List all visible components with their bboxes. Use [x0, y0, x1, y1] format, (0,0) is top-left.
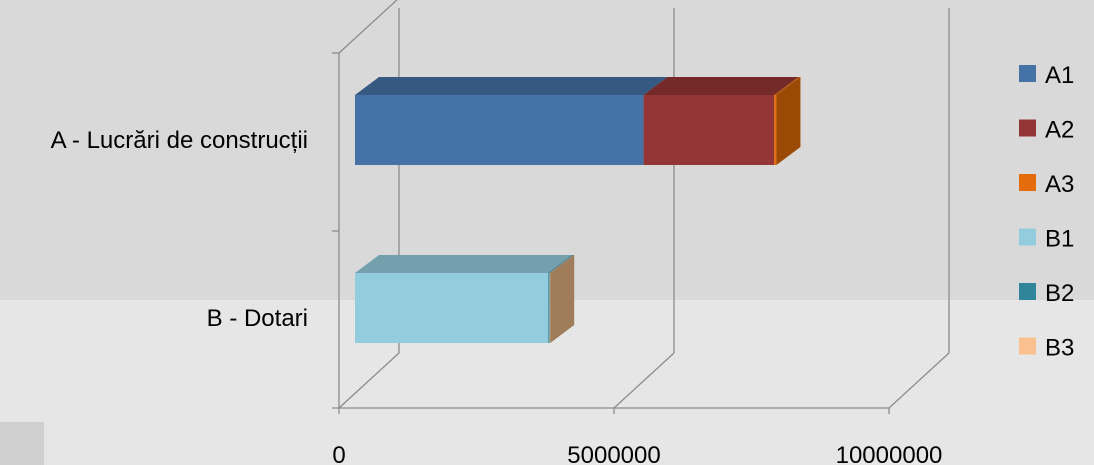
- legend-swatch-b2: [1019, 283, 1036, 300]
- legend-swatch-a2: [1019, 119, 1036, 137]
- bar-top-b2: [548, 255, 574, 273]
- bar-b3: [549, 273, 551, 343]
- x-tick-label: 10000000: [836, 442, 943, 465]
- legend-label-a2: A2: [1045, 117, 1074, 144]
- bar-top-a2: [643, 77, 799, 95]
- bar-top-b3: [549, 255, 575, 273]
- gridline-depth: [888, 352, 950, 409]
- bar-top-a1: [355, 77, 668, 95]
- legend-swatch-a1: [1019, 65, 1036, 82]
- legend-label-a1: A1: [1045, 62, 1074, 89]
- background-corner: [0, 422, 44, 465]
- gridline-depth: [613, 352, 675, 409]
- bar-a2: [643, 95, 775, 165]
- bar-b2: [548, 273, 550, 343]
- x-tick-label: 5000000: [567, 442, 660, 465]
- category-label: A - Lucrări de construcții: [51, 127, 308, 154]
- bar-a3: [774, 95, 777, 165]
- bar-b1: [355, 273, 549, 343]
- bar-top-a3: [774, 77, 801, 95]
- category-label: B - Dotari: [207, 305, 308, 332]
- bar-side-a: [776, 77, 801, 165]
- legend-label-b3: B3: [1045, 335, 1074, 362]
- axis-bottom-depth: [338, 352, 400, 409]
- bar-side-b: [550, 255, 575, 343]
- bar-a1: [355, 95, 644, 165]
- legend-swatch-a3: [1019, 174, 1036, 191]
- legend-label-a3: A3: [1045, 171, 1074, 198]
- axis-top-depth: [338, 0, 398, 54]
- x-tick-label: 0: [332, 442, 345, 465]
- legend-label-b1: B1: [1045, 226, 1074, 253]
- legend-swatch-b3: [1019, 337, 1036, 355]
- legend-swatch-b1: [1019, 228, 1036, 246]
- bar-top-b1: [355, 255, 573, 273]
- legend-label-b2: B2: [1045, 280, 1074, 307]
